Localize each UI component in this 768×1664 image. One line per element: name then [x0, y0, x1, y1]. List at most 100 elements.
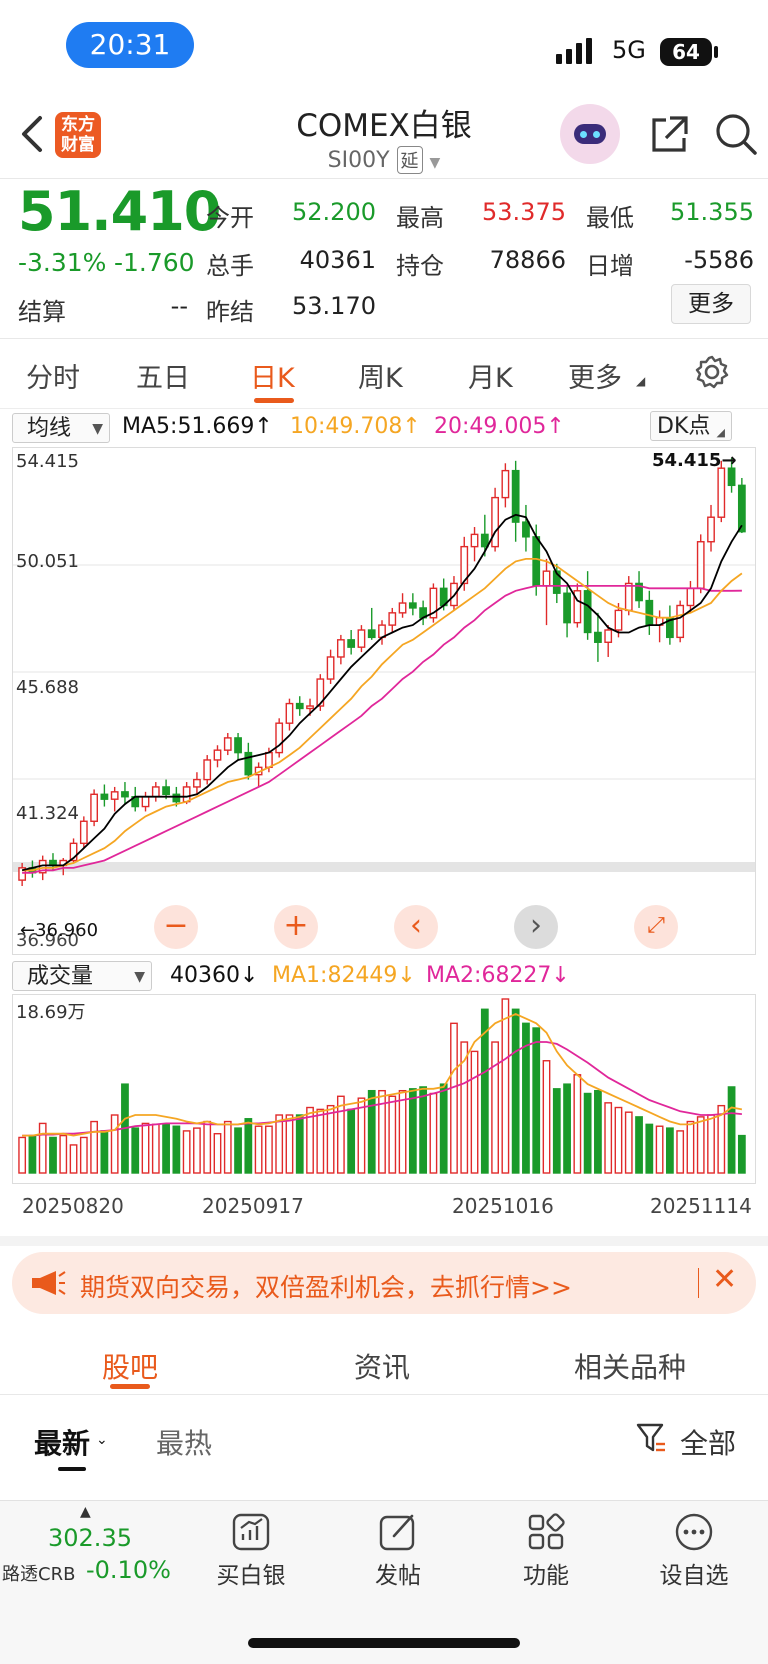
volume-bar — [419, 1086, 428, 1174]
volume-axis-label: 18.69万 — [16, 1002, 86, 1023]
close-icon[interactable]: ✕ — [712, 1262, 738, 1297]
candle-body — [388, 612, 397, 626]
tab-monthly-k[interactable]: 月K — [468, 363, 513, 394]
candle-body — [522, 521, 530, 538]
sub-indicator-select[interactable]: 成交量 ▼ — [12, 961, 152, 991]
ma20-line — [22, 584, 742, 874]
fullscreen-expand-button[interactable]: ⤢ — [634, 905, 678, 949]
banner-separator — [698, 1268, 699, 1298]
volume-bar — [686, 1120, 695, 1174]
sort-latest[interactable]: 最新 — [34, 1427, 91, 1460]
candle-body — [347, 639, 356, 648]
active-section-indicator — [110, 1384, 150, 1389]
bottom-toolbar — [0, 1500, 768, 1664]
volume-bar — [624, 1111, 633, 1174]
sort-indicator — [58, 1467, 86, 1471]
tab-news[interactable]: 资讯 — [354, 1351, 411, 1384]
volume-bar — [28, 1134, 37, 1174]
share-icon[interactable] — [648, 114, 690, 156]
add-watchlist-button[interactable]: 设自选 — [659, 1563, 729, 1589]
back-arrow-icon[interactable] — [18, 114, 44, 154]
volume-bar — [306, 1106, 314, 1174]
candle-body — [594, 631, 602, 643]
volume-chart[interactable] — [12, 994, 756, 1184]
candle-body — [737, 484, 746, 533]
post-edit-icon[interactable] — [378, 1512, 418, 1552]
volume-bar — [182, 1130, 191, 1174]
scroll-right-button[interactable]: › — [514, 905, 558, 949]
tab-daily-k[interactable]: 日K — [250, 363, 295, 394]
tab-five-day[interactable]: 五日 — [136, 363, 190, 394]
x-axis-date: 20251016 — [452, 1194, 554, 1218]
candlestick-chart[interactable] — [12, 447, 756, 955]
more-button[interactable]: 更多 — [671, 284, 751, 324]
search-icon[interactable] — [714, 112, 758, 156]
ma10-value: 10:49.708↑ — [290, 414, 421, 439]
volume-bar — [666, 1127, 674, 1174]
settings-gear-icon[interactable] — [694, 354, 730, 390]
promo-banner-text[interactable]: 期货双向交易，双倍盈利机会，去抓行情>> — [80, 1273, 572, 1302]
filter-icon[interactable] — [636, 1422, 666, 1454]
volume-bar — [213, 1133, 222, 1174]
daily-increase-value: -5586 — [684, 246, 754, 274]
volume-bar — [254, 1125, 263, 1174]
candle-body — [645, 599, 654, 626]
more-dots-icon[interactable] — [674, 1512, 714, 1552]
y-axis-label: 45.688 — [16, 677, 79, 698]
min-price-value: 36.960 — [35, 920, 99, 941]
candle-body — [501, 469, 510, 499]
candle-body — [234, 737, 242, 754]
functions-button[interactable]: 功能 — [523, 1563, 569, 1589]
volume-bar — [244, 1118, 253, 1174]
index-value[interactable]: 302.35 — [48, 1524, 132, 1552]
page-title: COMEX白银 — [296, 108, 472, 144]
post-button[interactable]: 发帖 — [375, 1563, 421, 1589]
scroll-left-button[interactable]: ‹ — [394, 905, 438, 949]
instrument-code-row[interactable]: SI00Y 延 ▼ — [0, 146, 768, 174]
battery-icon: 64 — [660, 38, 712, 66]
battery-tip — [714, 46, 718, 58]
volume-bar — [717, 1104, 726, 1174]
volume-bar — [295, 1114, 304, 1174]
tab-intraday[interactable]: 分时 — [26, 363, 80, 394]
low-label: 最低 — [586, 204, 634, 232]
volume-bar — [676, 1130, 685, 1174]
tab-forum[interactable]: 股吧 — [102, 1351, 159, 1384]
promo-banner[interactable] — [12, 1252, 756, 1314]
sort-hot[interactable]: 最热 — [156, 1427, 213, 1460]
ai-assistant-icon[interactable] — [560, 104, 620, 164]
candle-body — [542, 570, 551, 587]
buy-silver-button[interactable]: 买白银 — [216, 1563, 286, 1589]
volume-bar — [316, 1108, 325, 1174]
ma5-value: MA5:51.669↑ — [122, 414, 273, 439]
volume-bar — [59, 1134, 68, 1174]
main-indicator-select[interactable]: 均线 ▼ — [12, 413, 110, 443]
volume-bar — [408, 1088, 417, 1174]
candle-body — [141, 796, 150, 808]
dk-point-button[interactable]: DK点 ◢ — [650, 411, 732, 441]
tab-more[interactable]: 更多 — [568, 363, 622, 394]
candle-body — [172, 793, 181, 803]
candle-body — [100, 793, 109, 800]
volume-bar — [347, 1108, 356, 1174]
functions-grid-icon[interactable] — [526, 1512, 566, 1552]
tab-weekly-k[interactable]: 周K — [358, 363, 403, 394]
volume-ma1: MA1:82449↓ — [272, 963, 416, 988]
zoom-out-button[interactable]: − — [154, 905, 198, 949]
network-label: 5G — [612, 36, 646, 64]
candle-body — [614, 609, 623, 631]
candle-body — [121, 791, 129, 798]
candle-body — [326, 656, 335, 680]
volume-bar — [737, 1134, 746, 1174]
filter-all[interactable]: 全部 — [680, 1427, 737, 1460]
zoom-in-button[interactable]: + — [274, 905, 318, 949]
volume-bar — [367, 1089, 376, 1174]
candle-body — [357, 629, 366, 648]
volume-bar — [79, 1136, 88, 1174]
buy-chart-icon[interactable] — [231, 1512, 271, 1552]
sub-indicator-label: 成交量 — [27, 964, 94, 989]
candle-body — [635, 582, 643, 602]
ma5-line — [21, 513, 743, 872]
tab-related[interactable]: 相关品种 — [574, 1351, 687, 1384]
volume-bar — [614, 1106, 623, 1174]
